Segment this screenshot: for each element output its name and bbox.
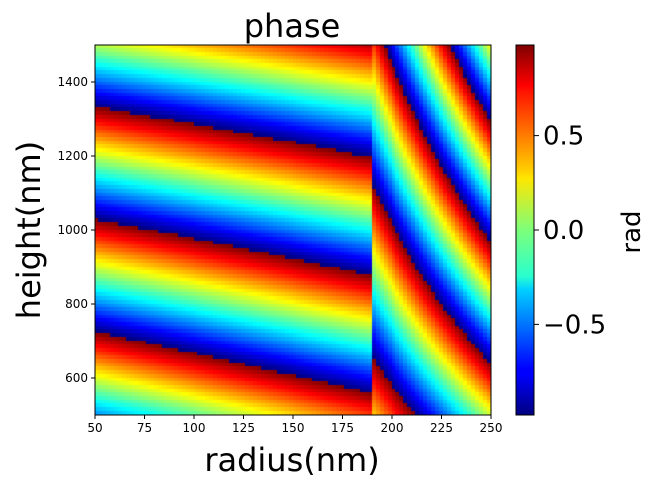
x-tick-label: 75 bbox=[137, 421, 152, 435]
y-axis-label: height(nm) bbox=[10, 141, 48, 319]
colorbar-tick-label: 0.0 bbox=[543, 216, 584, 246]
colorbar bbox=[515, 44, 535, 416]
colorbar-label: rad bbox=[617, 210, 647, 253]
x-tick-label: 50 bbox=[87, 421, 102, 435]
y-tick-label: 800 bbox=[65, 297, 88, 311]
y-tick-label: 600 bbox=[65, 371, 88, 385]
x-tick-label: 200 bbox=[381, 421, 404, 435]
x-tick-label: 175 bbox=[331, 421, 354, 435]
chart-title: phase bbox=[244, 7, 341, 45]
x-tick-label: 225 bbox=[430, 421, 453, 435]
colorbar-ticks: 0.5 0.0 −0.5 bbox=[534, 122, 606, 340]
y-tick-label: 1400 bbox=[57, 75, 88, 89]
y-tick-label: 1200 bbox=[57, 149, 88, 163]
heatmap-image bbox=[95, 45, 491, 415]
x-tick-label: 100 bbox=[183, 421, 206, 435]
y-axis: 600 800 1000 1200 1400 bbox=[57, 75, 95, 385]
colorbar-tick-label: −0.5 bbox=[543, 310, 606, 340]
x-axis-label: radius(nm) bbox=[204, 441, 379, 479]
x-tick-label: 250 bbox=[480, 421, 503, 435]
x-tick-label: 150 bbox=[282, 421, 305, 435]
y-tick-label: 1000 bbox=[57, 223, 88, 237]
colorbar-tick-label: 0.5 bbox=[543, 122, 584, 152]
x-axis: 50 75 100 125 150 175 200 225 250 bbox=[87, 415, 502, 435]
x-tick-label: 125 bbox=[232, 421, 255, 435]
